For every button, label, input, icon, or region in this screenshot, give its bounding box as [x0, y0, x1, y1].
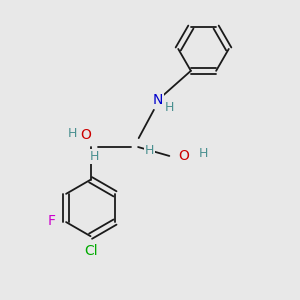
Text: H: H [165, 101, 175, 114]
Text: N: N [152, 93, 163, 107]
Text: H: H [68, 127, 77, 140]
Text: F: F [48, 214, 56, 228]
Text: H: H [145, 143, 154, 157]
Text: O: O [179, 149, 190, 163]
Text: H: H [89, 150, 99, 163]
Text: H: H [199, 147, 208, 160]
Text: O: O [80, 128, 91, 142]
Text: Cl: Cl [84, 244, 98, 258]
